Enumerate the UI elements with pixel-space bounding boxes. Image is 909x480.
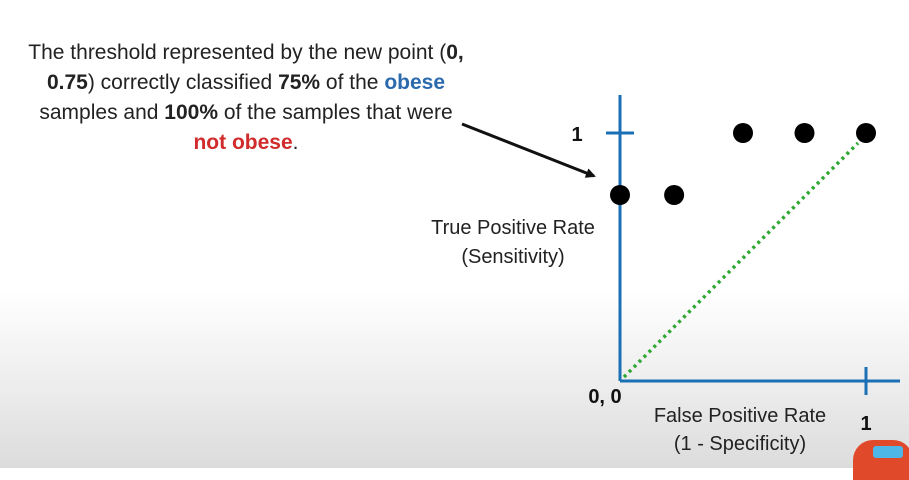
annotation-part: . [292,131,299,154]
y-axis-label-line1: True Positive Rate [431,217,595,239]
data-point-4 [794,123,815,143]
data-point-5 [856,123,876,143]
channel-logo [853,440,909,480]
random-guess-line [622,141,860,379]
x-axis-label-line2: (1 - Specificity) [674,433,806,455]
origin-label: 0, 0 [588,386,621,408]
roc-chart: 1 1 0, 0 True Positive Rate (Sensitivity… [431,95,900,455]
data-point-3 [733,123,753,143]
annotation-part: ) correctly classified [87,71,279,94]
x-axis-label-line1: False Positive Rate [654,405,826,427]
annotation-pct-not-obese: 100% [164,101,218,124]
annotation-pct-obese: 75% [278,71,321,94]
annotation-not-obese: not obese [193,131,293,154]
annotation-part: The threshold represented by the new poi… [28,41,447,64]
data-point-2 [664,185,685,205]
data-point-1 [610,185,630,205]
annotation-part: of the [320,71,385,94]
annotation-obese: obese [384,71,446,94]
y-axis-label-line2: (Sensitivity) [461,246,564,268]
data-points [610,123,876,205]
annotation-text: The threshold represented by the new poi… [22,38,470,158]
annotation-point: 0, 0.75 [46,41,464,94]
x-tick-label: 1 [860,413,871,435]
y-tick-label: 1 [571,124,582,146]
annotation-part: samples and [39,101,165,124]
callout-arrow [461,122,596,178]
annotation-part: of the samples that were [218,101,453,124]
